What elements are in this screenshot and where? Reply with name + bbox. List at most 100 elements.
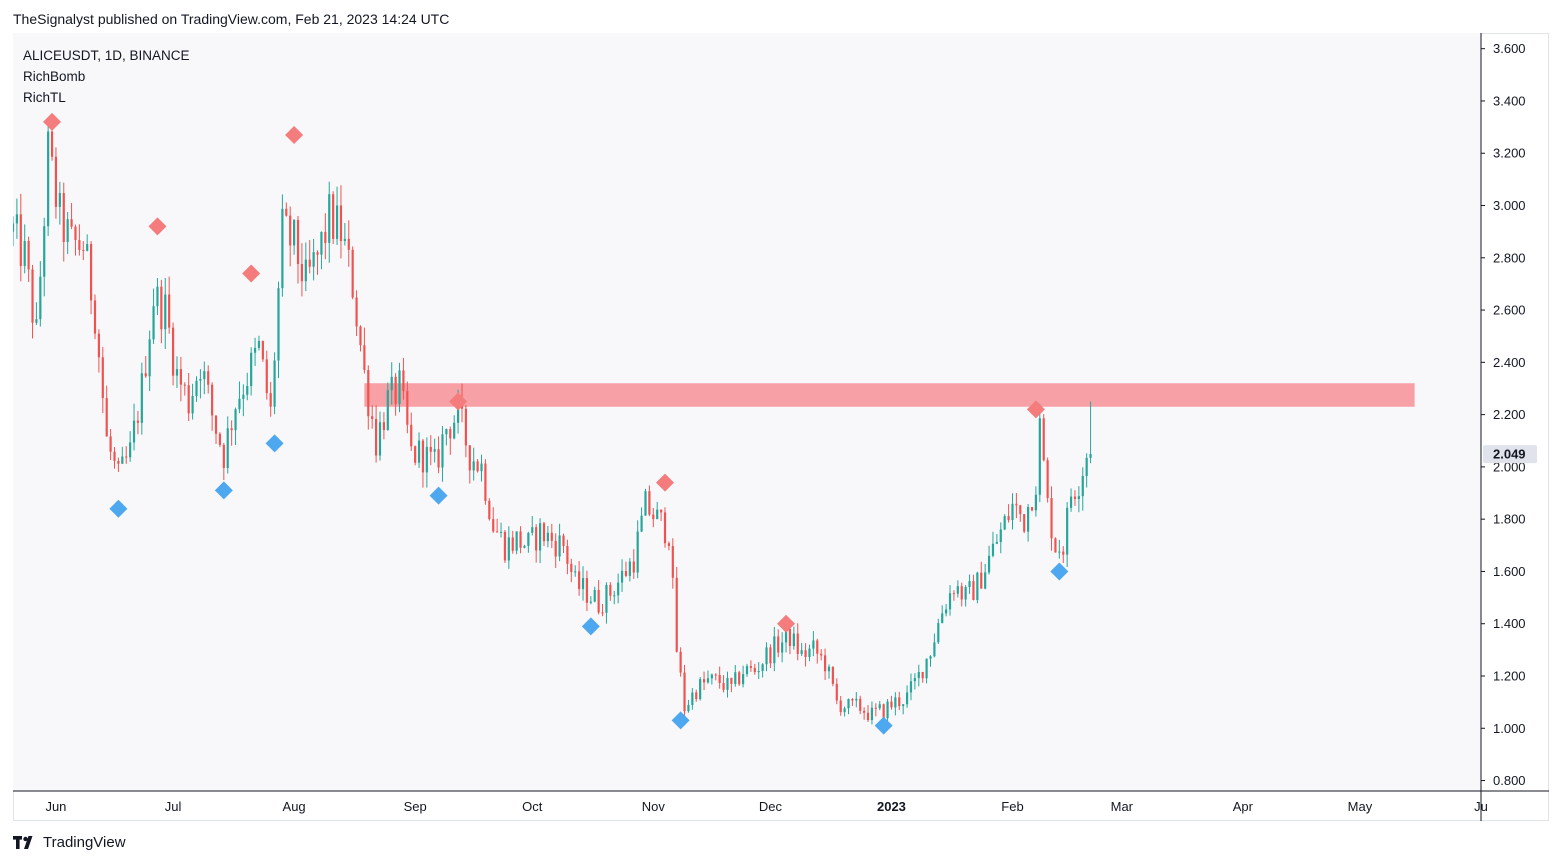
candle-body — [1058, 551, 1061, 553]
candle-body — [390, 376, 393, 391]
candle-body — [956, 586, 959, 594]
candle-body — [648, 491, 651, 515]
legend-indicator-richbomb[interactable]: RichBomb — [23, 69, 86, 84]
price-tick-label: 1.800 — [1493, 512, 1526, 527]
footer-brand[interactable]: TradingView — [43, 834, 126, 851]
candle-body — [812, 640, 815, 649]
candle-body — [19, 214, 22, 267]
candle-body — [503, 531, 507, 561]
candle-body — [1046, 460, 1049, 499]
candle-body — [113, 451, 116, 461]
candle-body — [324, 231, 327, 243]
candle-body — [1054, 538, 1057, 553]
candle-body — [125, 456, 128, 458]
candle-body — [804, 650, 807, 657]
candle-body — [511, 537, 514, 551]
time-tick-label: Nov — [642, 799, 666, 814]
time-tick-label: Sep — [404, 799, 427, 814]
candle-body — [652, 514, 655, 520]
candle-body — [1073, 496, 1077, 499]
candle-body — [265, 359, 268, 394]
candle-body — [203, 371, 206, 380]
candle-body — [58, 193, 61, 207]
candle-body — [722, 683, 725, 690]
candle-body — [246, 386, 249, 395]
candle-body — [43, 226, 46, 277]
candle-body — [882, 704, 885, 719]
candle-body — [410, 424, 413, 447]
buy-signal-marker — [581, 617, 600, 636]
candle-body — [1062, 551, 1065, 555]
candle-body — [792, 633, 795, 647]
candle-body — [218, 433, 222, 445]
candle-body — [578, 571, 581, 590]
candle-body — [964, 587, 967, 600]
price-tick-label: 2.600 — [1493, 303, 1526, 318]
candle-body — [773, 636, 776, 664]
tradingview-logo-icon[interactable] — [13, 835, 37, 850]
candle-body — [378, 422, 382, 456]
candle-body — [1003, 516, 1006, 530]
candle-body — [952, 593, 956, 595]
candle-body — [519, 531, 522, 548]
candle-body — [320, 231, 323, 255]
candle-body — [667, 543, 671, 546]
candle-body — [144, 373, 147, 377]
candle-body — [581, 578, 585, 590]
candle-body — [660, 509, 663, 513]
time-tick-label: Apr — [1233, 799, 1254, 814]
candle-body — [132, 420, 136, 443]
candle-body — [741, 674, 745, 685]
candle-body — [847, 698, 850, 709]
candle-body — [620, 570, 624, 583]
candle-body — [859, 698, 862, 711]
candle-body — [913, 678, 916, 682]
price-tick-label: 2.200 — [1493, 407, 1526, 422]
candle-body — [234, 409, 237, 431]
candle-body — [870, 707, 874, 721]
candle-body — [886, 701, 889, 719]
candle-body — [921, 671, 924, 679]
sell-signal-marker — [148, 217, 167, 236]
candle-body — [1011, 503, 1014, 521]
time-tick-label: Mar — [1111, 799, 1134, 814]
candle-body — [156, 286, 159, 307]
candle-body — [50, 131, 54, 157]
buy-signal-marker — [214, 481, 233, 500]
candle-body — [738, 672, 741, 685]
price-chart[interactable]: 3.600 3.400 3.200 3.000 2.800 2.600 2.400 2.200… — [13, 33, 1549, 821]
candle-body — [281, 208, 284, 289]
candle-body — [242, 394, 245, 399]
candle-body — [1019, 505, 1022, 515]
candle-body — [312, 252, 315, 267]
candle-body — [632, 561, 635, 573]
price-tick-label: 1.600 — [1493, 564, 1526, 579]
candle-body — [441, 434, 444, 468]
legend-symbol[interactable]: ALICEUSDT, 1D, BINANCE — [23, 48, 190, 63]
candle-body — [574, 571, 577, 573]
candle-body — [304, 259, 307, 282]
candle-body — [66, 219, 69, 242]
candle-body — [417, 440, 421, 463]
candle-body — [355, 297, 358, 327]
candle-body — [101, 357, 104, 399]
time-tick-label: Aug — [283, 799, 306, 814]
candle-body — [1085, 457, 1088, 476]
candle-body — [507, 537, 510, 561]
legend-indicator-richtl[interactable]: RichTL — [23, 90, 66, 105]
candle-body — [699, 679, 702, 700]
time-tick-label: Feb — [1001, 799, 1023, 814]
candle-body — [285, 208, 288, 216]
buy-signal-marker — [429, 486, 448, 505]
candle-body — [874, 707, 877, 709]
candle-body — [878, 704, 881, 709]
sell-signal-marker — [43, 112, 62, 131]
candle-body — [784, 628, 788, 643]
candle-body — [894, 697, 897, 708]
candle-body — [332, 194, 335, 239]
candle-body — [788, 628, 792, 647]
candle-body — [601, 612, 604, 614]
candle-body — [335, 205, 339, 239]
candle-body — [105, 398, 108, 437]
candle-body — [382, 422, 386, 431]
